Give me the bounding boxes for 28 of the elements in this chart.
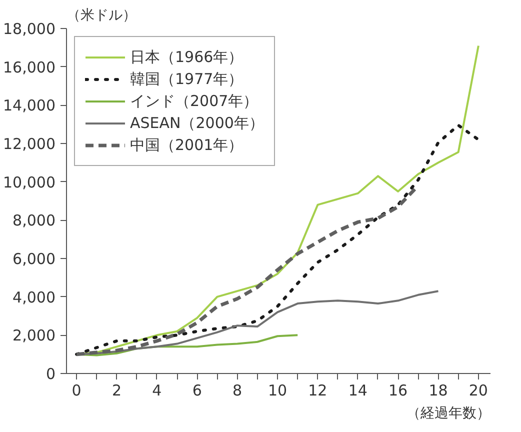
- y-axis-title: （米ドル）: [66, 8, 136, 24]
- y-tick-label: 16,000: [3, 58, 56, 76]
- y-tick-label: 8,000: [12, 212, 56, 230]
- y-tick-label: 0: [46, 365, 56, 383]
- x-tick-label: 6: [192, 382, 202, 400]
- legend-label: 日本（1966年）: [130, 48, 244, 66]
- x-tick-label: 2: [112, 382, 122, 400]
- x-tick-label: 8: [232, 382, 242, 400]
- x-tick-label: 10: [268, 382, 288, 400]
- y-tick-label: 14,000: [3, 96, 56, 115]
- y-tick-label: 18,000: [3, 20, 56, 38]
- x-tick-label: 18: [428, 382, 448, 400]
- x-tick-label: 4: [152, 382, 162, 400]
- y-tick-label: 6,000: [12, 250, 56, 268]
- legend-label: インド（2007年）: [130, 92, 258, 110]
- x-axis-title: （経過年数）: [406, 406, 490, 422]
- y-tick-label: 10,000: [3, 173, 56, 192]
- y-tick-label: 2,000: [12, 326, 56, 345]
- x-tick-label: 12: [308, 382, 328, 400]
- y-tick-label: 4,000: [12, 288, 56, 306]
- x-tick-label: 0: [72, 382, 82, 400]
- y-tick-label: 12,000: [3, 135, 56, 153]
- x-tick-label: 16: [388, 382, 408, 400]
- legend-label: 中国（2001年）: [130, 136, 244, 154]
- x-tick-label: 20: [468, 382, 488, 400]
- x-tick-label: 14: [348, 382, 368, 400]
- legend-label: 韓国（1977年）: [130, 70, 244, 88]
- legend-label: ASEAN（2000年）: [130, 114, 264, 132]
